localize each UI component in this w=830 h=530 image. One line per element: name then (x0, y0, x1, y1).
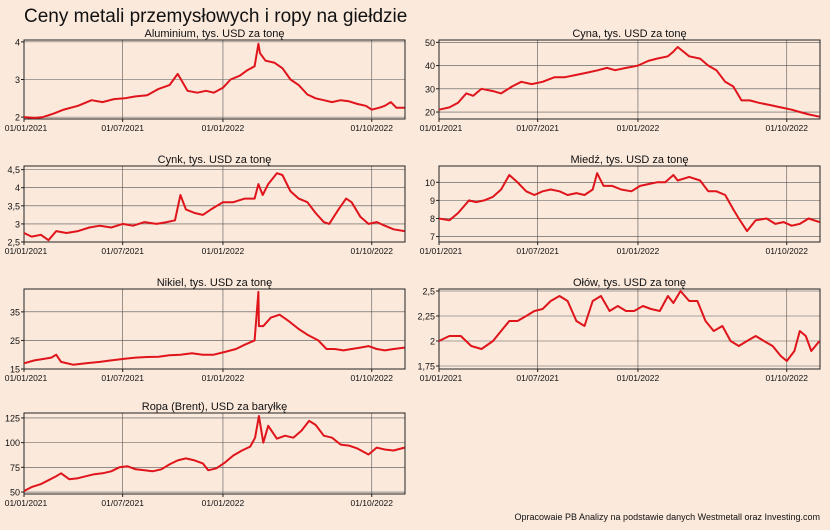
x-tick-label: 01/01/2021 (420, 123, 463, 133)
y-tick-label: 2,5 (7, 238, 20, 248)
chart-panel: Miedź, tys. USD za tonę 7 8 9 10 01/01/2021 01… (420, 154, 821, 256)
x-tick-label: 01/10/2022 (765, 123, 808, 133)
x-tick-label: 01/07/2021 (101, 498, 144, 508)
x-tick-label: 01/10/2022 (765, 246, 808, 256)
y-tick-label: 75 (10, 463, 20, 473)
x-tick-label: 01/01/2021 (5, 123, 48, 133)
plot-frame (438, 165, 821, 243)
chart-panel: Nikiel, tys. USD za tonę 15 25 35 01/01/2021… (5, 277, 406, 383)
x-tick-label: 01/01/2022 (202, 373, 245, 383)
x-tick-label: 01/01/2022 (617, 246, 660, 256)
y-tick-label: 3 (15, 75, 20, 85)
x-tick-label: 01/10/2022 (350, 373, 393, 383)
y-tick-label: 7 (430, 232, 435, 242)
y-tick-label: 3,5 (7, 201, 20, 211)
y-tick-label: 4 (15, 183, 20, 193)
x-tick-label: 01/10/2022 (765, 373, 808, 383)
x-tick-label: 01/10/2022 (350, 246, 393, 256)
plot-frame (23, 288, 406, 370)
y-tick-label: 2 (430, 337, 435, 347)
chart-title: Nikiel, tys. USD za tonę (157, 277, 273, 289)
series-line (438, 172, 820, 233)
plot-frame (23, 165, 406, 243)
y-tick-label: 3 (15, 219, 20, 229)
x-tick-label: 01/01/2022 (202, 498, 245, 508)
x-tick-label: 01/01/2021 (420, 246, 463, 256)
x-tick-label: 01/07/2021 (516, 123, 559, 133)
x-tick-label: 01/01/2022 (202, 246, 245, 256)
y-tick-label: 30 (425, 84, 435, 94)
x-tick-label: 01/01/2021 (5, 373, 48, 383)
x-tick-label: 01/01/2022 (202, 123, 245, 133)
x-tick-label: 01/01/2022 (617, 373, 660, 383)
y-tick-label: 20 (425, 108, 435, 118)
series-line (23, 415, 405, 492)
y-tick-label: 35 (10, 307, 20, 317)
y-tick-label: 40 (425, 61, 435, 71)
page-title: Ceny metali przemysłowych i ropy na gieł… (24, 6, 408, 27)
plot-frame (438, 39, 821, 120)
chart-panel: Cynk, tys. USD za tonę 2,5 3 3,5 4 4,5 01/01/2… (5, 154, 406, 256)
chart-title: Ołów, tys. USD za tonę (573, 277, 686, 289)
chart-panel: Aluminium, tys. USD za tonę 2 3 4 01/01/2021… (5, 28, 406, 133)
y-tick-label: 125 (5, 413, 20, 423)
y-tick-label: 8 (430, 214, 435, 224)
x-tick-label: 01/01/2021 (420, 373, 463, 383)
x-tick-label: 01/07/2021 (516, 246, 559, 256)
x-tick-label: 01/01/2021 (5, 246, 48, 256)
x-tick-label: 01/10/2022 (350, 123, 393, 133)
series-line (23, 172, 405, 242)
chart-title: Cynk, tys. USD za tonę (158, 154, 272, 166)
x-tick-label: 01/07/2021 (101, 373, 144, 383)
y-tick-label: 2,25 (417, 312, 435, 322)
y-tick-label: 4 (15, 37, 20, 47)
series-line (23, 42, 405, 119)
y-tick-label: 1,75 (417, 362, 435, 372)
y-tick-label: 2,5 (422, 287, 435, 297)
y-tick-label: 2 (15, 113, 20, 123)
chart-panel: Ołów, tys. USD za tonę 1,75 2 2,25 2,5 01/01/… (417, 277, 821, 383)
series-line (438, 46, 820, 118)
chart-panel: Cyna, tys. USD za tonę 20 30 40 50 01/01/2021… (420, 28, 821, 133)
series-line (23, 290, 405, 366)
series-line (438, 290, 821, 362)
x-tick-label: 01/07/2021 (101, 123, 144, 133)
y-tick-label: 100 (5, 438, 20, 448)
chart-title: Ropa (Brent), USD za baryłkę (142, 401, 288, 413)
plot-frame (438, 288, 821, 370)
chart-title: Aluminium, tys. USD za tonę (145, 28, 285, 40)
y-tick-label: 50 (425, 38, 435, 48)
y-tick-label: 25 (10, 336, 20, 346)
x-tick-label: 01/10/2022 (350, 498, 393, 508)
y-tick-label: 9 (430, 196, 435, 206)
y-tick-label: 4,5 (7, 165, 20, 175)
x-tick-label: 01/07/2021 (101, 246, 144, 256)
x-tick-label: 01/07/2021 (516, 373, 559, 383)
y-tick-label: 15 (10, 365, 20, 375)
y-tick-label: 50 (10, 488, 20, 498)
x-tick-label: 01/01/2021 (5, 498, 48, 508)
plot-frame (23, 412, 406, 495)
chart-title: Cyna, tys. USD za tonę (572, 28, 686, 40)
x-tick-label: 01/01/2022 (617, 123, 660, 133)
y-tick-label: 10 (425, 178, 435, 188)
source-footnote: Opracowaie PB Analizy na podstawie danyc… (514, 512, 821, 522)
chart-panel: Ropa (Brent), USD za baryłkę 50 75 100 125 01… (5, 401, 406, 508)
chart-title: Miedź, tys. USD za tonę (571, 154, 689, 166)
